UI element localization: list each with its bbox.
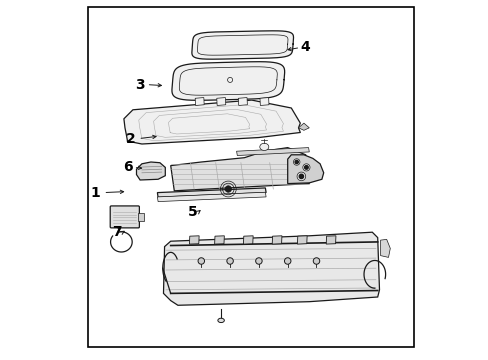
Polygon shape <box>195 98 204 105</box>
Polygon shape <box>236 148 309 156</box>
Circle shape <box>293 159 299 165</box>
Text: 5: 5 <box>187 206 197 219</box>
Polygon shape <box>243 236 253 244</box>
Polygon shape <box>216 98 225 105</box>
Circle shape <box>224 186 231 192</box>
Polygon shape <box>272 236 282 244</box>
Polygon shape <box>238 98 247 105</box>
Circle shape <box>198 258 204 264</box>
Polygon shape <box>191 31 293 59</box>
Polygon shape <box>170 148 309 191</box>
FancyBboxPatch shape <box>110 206 139 228</box>
Circle shape <box>226 258 233 264</box>
Polygon shape <box>298 123 309 130</box>
Polygon shape <box>260 98 268 105</box>
Polygon shape <box>297 236 306 244</box>
Polygon shape <box>214 236 224 244</box>
Polygon shape <box>136 162 165 180</box>
Bar <box>138 213 143 221</box>
Text: 2: 2 <box>126 132 136 145</box>
Circle shape <box>302 164 309 171</box>
Circle shape <box>313 258 319 264</box>
Circle shape <box>296 172 305 181</box>
Polygon shape <box>380 239 389 257</box>
Ellipse shape <box>259 143 268 150</box>
Circle shape <box>304 166 307 169</box>
Text: 4: 4 <box>300 40 310 54</box>
Text: 3: 3 <box>135 78 144 91</box>
Polygon shape <box>325 236 335 244</box>
Text: 1: 1 <box>90 186 100 199</box>
Polygon shape <box>157 192 265 202</box>
Polygon shape <box>163 232 379 305</box>
Circle shape <box>299 174 303 179</box>
Text: 6: 6 <box>122 161 132 174</box>
Ellipse shape <box>218 318 224 323</box>
Circle shape <box>294 161 298 164</box>
Polygon shape <box>189 236 199 244</box>
Circle shape <box>284 258 290 264</box>
Text: 7: 7 <box>112 225 121 239</box>
Polygon shape <box>172 62 284 100</box>
Polygon shape <box>123 100 300 144</box>
Polygon shape <box>287 155 323 184</box>
Polygon shape <box>157 188 265 197</box>
Circle shape <box>255 258 262 264</box>
